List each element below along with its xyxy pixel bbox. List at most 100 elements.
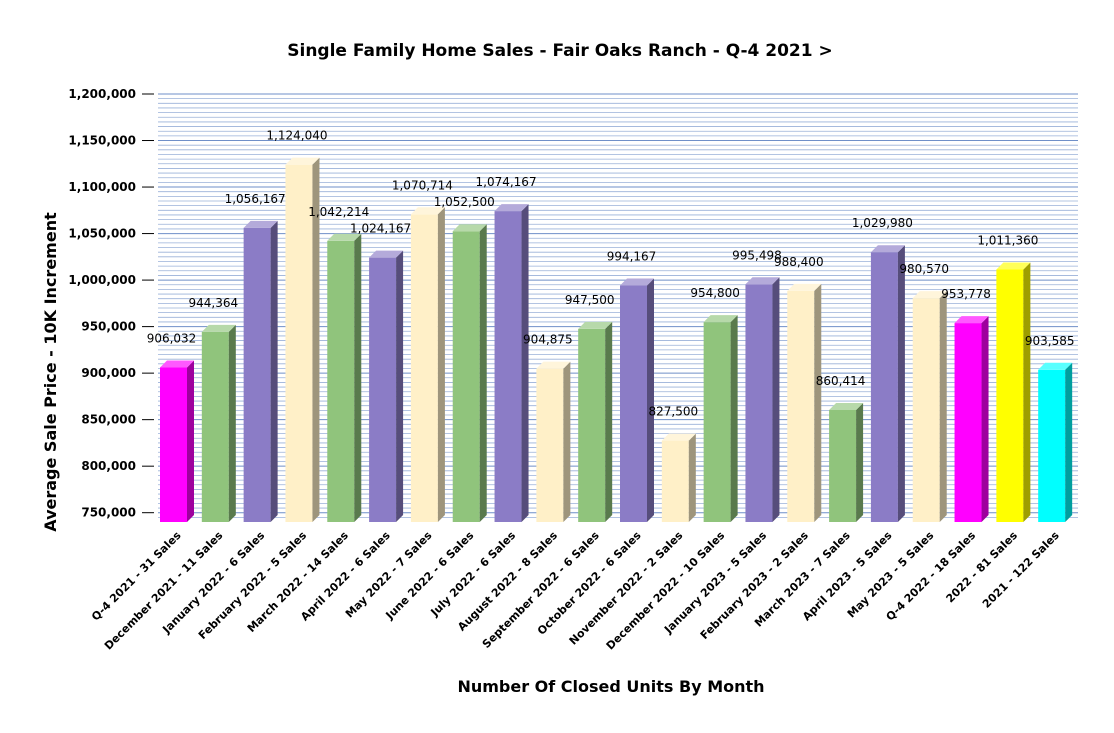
x-tick-label: 2022 - 81 Sales	[944, 529, 1021, 606]
bar-front	[787, 290, 815, 522]
bar-side	[521, 204, 529, 522]
bar-side	[647, 278, 654, 522]
bar-side	[814, 283, 822, 522]
y-tick-label: 1,200,000	[68, 87, 136, 101]
bar-front	[745, 284, 773, 522]
y-axis-title: Average Sale Price - 10K Increment	[41, 212, 60, 532]
data-label: 1,029,980	[852, 216, 913, 230]
data-label: 1,052,500	[434, 195, 495, 209]
data-label: 827,500	[649, 405, 699, 419]
bar	[285, 157, 320, 522]
bar-front	[1038, 369, 1066, 522]
bar-front	[536, 368, 564, 522]
bar-front	[494, 211, 522, 522]
bar	[703, 315, 738, 522]
data-label: 953,778	[941, 287, 991, 301]
y-tick-label: 1,000,000	[68, 273, 136, 287]
data-label: 994,167	[607, 250, 657, 264]
bar-top	[787, 283, 822, 291]
bar-side	[228, 324, 236, 522]
bar-front	[452, 231, 480, 522]
bar-side	[856, 402, 864, 522]
bar	[912, 291, 947, 522]
data-label: 947,500	[565, 293, 615, 307]
bar	[787, 283, 822, 522]
bar-side	[563, 361, 571, 522]
bar-front	[870, 252, 898, 523]
bar-front	[703, 322, 731, 522]
bar	[661, 433, 696, 522]
data-label: 903,585	[1025, 334, 1075, 348]
bar-side	[730, 315, 738, 522]
bar	[369, 250, 404, 522]
bar	[243, 220, 278, 523]
data-label: 906,032	[147, 332, 197, 346]
bar	[494, 204, 529, 522]
data-label: 988,400	[774, 255, 824, 269]
bar	[327, 233, 362, 523]
bar-front	[996, 269, 1024, 522]
data-label: 1,056,167	[225, 192, 286, 206]
bar	[996, 262, 1031, 522]
data-label: 995,498	[732, 248, 782, 262]
bar-side	[1023, 262, 1031, 522]
bar-top	[703, 315, 738, 323]
data-label: 904,875	[523, 333, 573, 347]
bar-side	[939, 291, 947, 522]
bar-side	[354, 233, 362, 523]
bar-top	[578, 321, 613, 329]
bar-side	[479, 224, 487, 522]
data-label: 954,800	[690, 286, 740, 300]
y-tick-label: 950,000	[81, 320, 136, 334]
bar-top	[829, 402, 864, 410]
bar-top	[870, 245, 905, 253]
data-label: 1,024,167	[350, 222, 411, 236]
bar-top	[410, 207, 445, 215]
bar	[452, 224, 487, 522]
bar-front	[201, 331, 229, 522]
bar-top	[996, 262, 1031, 270]
data-label: 1,074,167	[476, 175, 537, 189]
bar	[536, 361, 571, 522]
x-axis-title: Number Of Closed Units By Month	[457, 677, 764, 696]
bar-side	[270, 220, 278, 523]
bar	[745, 277, 780, 522]
bar	[410, 207, 445, 523]
data-label: 1,124,040	[266, 129, 327, 143]
bar-side	[605, 321, 613, 522]
data-label: 1,070,714	[392, 178, 453, 192]
bar-side	[897, 245, 905, 523]
bar-top	[160, 360, 194, 368]
bar-side	[396, 250, 404, 522]
bar-side	[981, 316, 989, 522]
y-tick-label: 1,100,000	[68, 180, 136, 194]
y-tick-label: 900,000	[81, 366, 136, 380]
bar-side	[688, 433, 696, 522]
bar	[870, 245, 905, 523]
y-tick-label: 850,000	[81, 413, 136, 427]
bar-front	[912, 298, 940, 522]
bar-top	[494, 204, 529, 212]
data-labels: 906,032 944,364 1,056,167 1,124,040 1,042,21…	[147, 129, 1075, 419]
data-label: 860,414	[816, 374, 866, 388]
bar-side	[187, 360, 194, 522]
x-tick-label: 2021 - 122 Sales	[980, 529, 1062, 611]
bar-top	[201, 324, 236, 332]
y-tick-label: 800,000	[81, 459, 136, 473]
data-label: 980,570	[899, 262, 949, 276]
bar-top	[954, 316, 989, 324]
bar-top	[327, 233, 362, 241]
data-label: 1,042,214	[308, 205, 369, 219]
bar	[829, 402, 864, 522]
bar-front	[620, 285, 647, 522]
bar-top	[912, 291, 947, 299]
y-tick-label: 1,050,000	[68, 227, 136, 241]
bar-top	[1038, 362, 1073, 370]
bar-side	[312, 157, 320, 522]
bar	[1038, 362, 1073, 522]
bar-front	[410, 214, 438, 523]
bar-front	[578, 328, 606, 522]
bar-front	[327, 240, 355, 523]
bar	[160, 360, 194, 522]
